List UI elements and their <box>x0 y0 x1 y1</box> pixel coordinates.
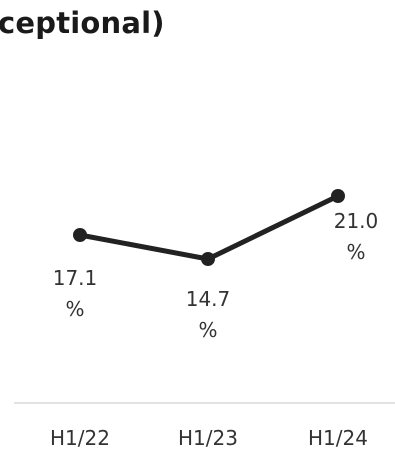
chart-title: ceptional) <box>0 6 165 40</box>
data-label-h1-24: 21.0% <box>334 209 379 264</box>
data-label-h1-22: 17.1% <box>53 266 98 321</box>
data-labels: 17.1% 14.7 % 21.0% <box>53 209 379 342</box>
data-point-h1-22 <box>73 228 87 242</box>
x-tick-labels: H1/22 H1/23 H1/24 <box>50 426 368 450</box>
series-path <box>77 193 341 262</box>
x-tick-label-h1-23: H1/23 <box>178 426 238 450</box>
data-point-h1-23 <box>201 252 215 266</box>
x-tick-label-h1-24: H1/24 <box>308 426 368 450</box>
data-point-h1-24 <box>331 189 345 203</box>
x-tick-label-h1-22: H1/22 <box>50 426 110 450</box>
series-line <box>73 189 345 266</box>
data-label-h1-23: 14.7% <box>186 287 231 342</box>
